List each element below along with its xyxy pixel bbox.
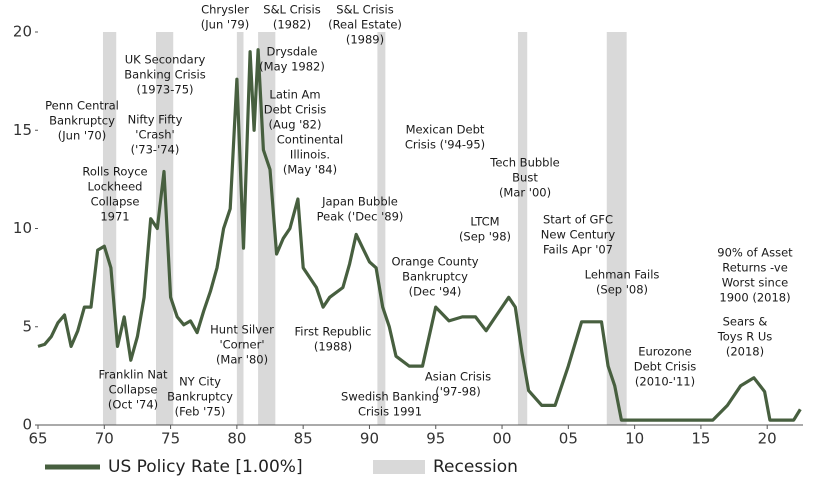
annotation: (Jun '79) [201, 18, 249, 32]
annotation: (Feb '75) [175, 405, 226, 419]
annotation: Sears & [723, 315, 768, 329]
annotation: Banking Crisis [124, 68, 205, 82]
annotation: (1973-75) [136, 83, 193, 97]
annotation: Japan Bubble [321, 195, 398, 209]
y-tick-label: 5 [22, 317, 32, 335]
legend-label: Recession [433, 457, 518, 477]
y-tick-label: 20 [13, 23, 32, 41]
x-tick-label: 90 [360, 430, 379, 448]
annotation: Fails Apr '07 [543, 243, 613, 257]
annotation: Worst since [722, 276, 789, 290]
annotation: UK Secondary [125, 53, 206, 67]
annotation: (Real Estate) [328, 18, 402, 32]
annotation: 'Crash' [135, 128, 174, 142]
recession-band [377, 32, 386, 425]
legend-label: US Policy Rate [1.00%] [108, 457, 303, 477]
x-tick-label: 65 [28, 430, 47, 448]
annotation: Crisis 1991 [358, 405, 422, 419]
x-tick-label: 20 [758, 430, 777, 448]
annotation: Drysdale [267, 45, 318, 59]
x-tick-label: 05 [559, 430, 578, 448]
y-tick-label: 10 [13, 219, 32, 237]
annotation: Peak ('Dec '89) [317, 210, 404, 224]
recession-band [236, 32, 244, 425]
annotation: 'Corner' [219, 338, 264, 352]
annotation: New Century [541, 228, 616, 242]
annotation: Mexican Debt [406, 123, 485, 137]
annotation: ('97-98) [435, 385, 481, 399]
annotation: (1982) [273, 18, 311, 32]
annotation: Bust [512, 171, 538, 185]
y-tick-label: 0 [22, 416, 32, 434]
annotation: (May '84) [283, 163, 337, 177]
recession-band [155, 32, 174, 425]
annotation: S&L Crisis [336, 3, 393, 17]
annotation: Crisis ('94-95) [405, 138, 485, 152]
annotation: Swedish Banking [341, 390, 439, 404]
annotation: (Oct '74) [108, 398, 158, 412]
annotation: (1989) [346, 33, 384, 47]
annotation: (Sep '08) [596, 283, 648, 297]
annotation: Continental [277, 133, 343, 147]
recession-band [102, 32, 117, 425]
annotation: Orange County [391, 255, 478, 269]
recession-band [517, 32, 528, 425]
annotation: Tech Bubble [489, 156, 559, 170]
x-tick-label: 15 [691, 430, 710, 448]
annotation: First Republic [294, 325, 371, 339]
annotation: (Jun '70) [58, 129, 106, 143]
annotation: (Aug '82) [269, 118, 322, 132]
annotation: (Mar '80) [216, 353, 268, 367]
annotation: NY City [179, 375, 221, 389]
x-tick-label: 80 [227, 430, 246, 448]
annotation: 90% of Asset [717, 246, 793, 260]
annotation: Rolls Royce [82, 165, 147, 179]
annotation: Toys R Us [717, 330, 773, 344]
x-tick-label: 75 [161, 430, 180, 448]
annotation: Asian Crisis [425, 370, 491, 384]
annotation: Collapse [91, 195, 140, 209]
x-tick-label: 70 [95, 430, 114, 448]
annotation: Illinois. [290, 148, 330, 162]
annotation: LTCM [470, 215, 499, 229]
y-tick-label: 15 [13, 121, 32, 139]
annotation: Bankruptcy [49, 114, 115, 128]
annotation: (Dec '94) [409, 285, 462, 299]
legend-swatch [373, 460, 425, 474]
annotation: Nifty Fifty [128, 113, 183, 127]
annotation: Hunt Silver [210, 323, 274, 337]
annotation: S&L Crisis [263, 3, 320, 17]
x-tick-label: 10 [625, 430, 644, 448]
annotation: (Mar '00) [499, 186, 551, 200]
annotation: Franklin Nat [99, 368, 168, 382]
annotation: (1988) [314, 340, 352, 354]
annotation: (Sep '98) [459, 230, 511, 244]
annotation: Latin Am [269, 88, 320, 102]
rate-line [37, 48, 802, 422]
annotation: Lehman Fails [585, 268, 660, 282]
annotation: Chrysler [201, 3, 249, 17]
annotation: (2010-'11) [635, 375, 695, 389]
annotation: 1971 [100, 210, 129, 224]
annotation: Start of GFC [543, 213, 613, 227]
annotation: Bankruptcy [402, 270, 468, 284]
annotation: Debt Crisis [264, 103, 327, 117]
annotation: Lockheed [88, 180, 143, 194]
x-tick-label: 95 [426, 430, 445, 448]
annotation: Bankruptcy [167, 390, 233, 404]
x-tick-label: 00 [492, 430, 511, 448]
annotation: Eurozone [638, 345, 692, 359]
annotation: (2018) [726, 345, 764, 359]
annotation: Debt Crisis [634, 360, 697, 374]
annotation: Returns -ve [722, 261, 788, 275]
annotation: Collapse [109, 383, 158, 397]
annotation: 1900 (2018) [719, 291, 790, 305]
x-tick-label: 85 [294, 430, 313, 448]
annotation: Penn Central [45, 99, 119, 113]
annotation: ('73-'74) [131, 143, 180, 157]
annotation: (May 1982) [259, 60, 325, 74]
recession-band [606, 32, 627, 425]
